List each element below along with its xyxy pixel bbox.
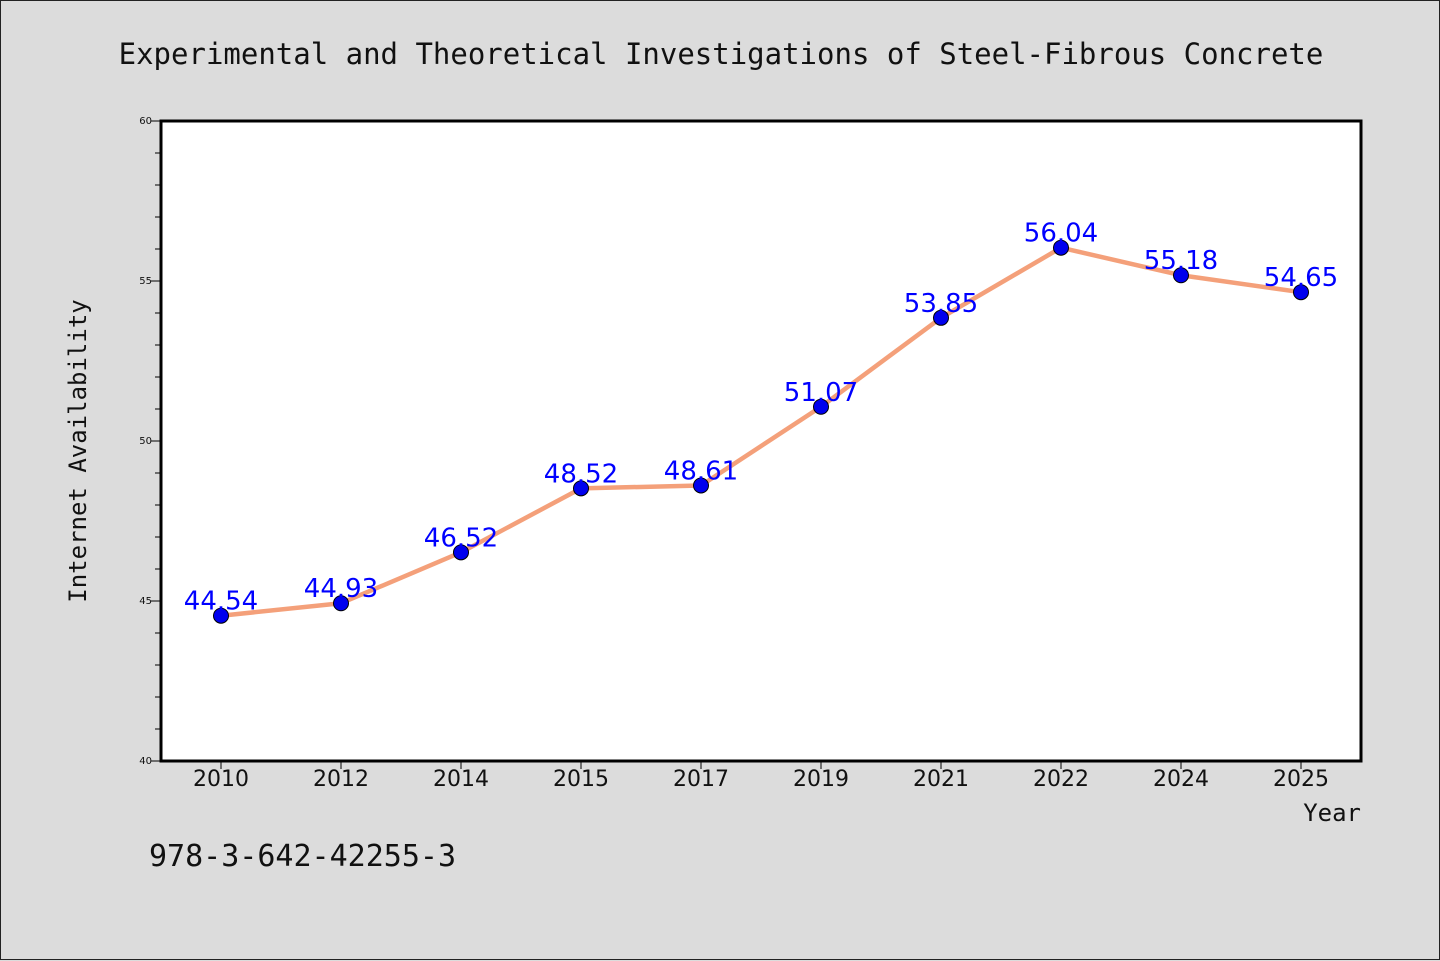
data-point [933, 309, 949, 326]
y-tick-label: 45 [139, 596, 152, 607]
data-label: 55.18 [1144, 246, 1218, 276]
x-axis-label: Year [1303, 799, 1361, 827]
y-axis-ticks: 40 45 50 55 60 [139, 116, 161, 767]
data-label: 46.52 [424, 523, 498, 553]
x-tick-label: 2015 [553, 767, 609, 792]
data-label: 54.65 [1264, 263, 1338, 293]
data-label: 44.93 [304, 574, 378, 604]
x-tick-label: 2021 [913, 767, 969, 792]
data-point [573, 480, 589, 497]
data-point [333, 595, 349, 612]
data-point [1053, 239, 1069, 256]
series-line-group: 44.54 44.93 46.52 48.52 48.61 51.07 53.85 56.04… [184, 219, 1338, 624]
y-tick-label: 50 [139, 436, 152, 447]
x-tick-label: 2019 [793, 767, 849, 792]
y-tick-label: 60 [139, 116, 152, 127]
x-tick-label: 2014 [433, 767, 489, 792]
x-tick-label: 2012 [313, 767, 369, 792]
x-tick-label: 2025 [1273, 767, 1329, 792]
data-point [453, 544, 469, 561]
x-tick-label: 2022 [1033, 767, 1089, 792]
data-point [813, 398, 829, 415]
data-point [1173, 267, 1189, 284]
x-axis-ticks: 2010 2012 2014 2015 2017 2019 2021 2022 2024 2025 [193, 761, 1329, 792]
x-tick-label: 2017 [673, 767, 729, 792]
data-label: 48.61 [664, 456, 738, 486]
y-axis-label: Internet Availability [64, 299, 92, 602]
y-tick-label: 40 [139, 756, 152, 767]
data-label: 53.85 [904, 289, 978, 319]
plot-border [159, 119, 1363, 763]
y-tick-label: 55 [139, 276, 152, 287]
plot-area [161, 121, 1361, 761]
data-label: 44.54 [184, 587, 258, 617]
x-tick-label: 2010 [193, 767, 249, 792]
data-point [693, 477, 709, 494]
data-point [213, 607, 229, 624]
series-line [220, 245, 1302, 618]
data-label: 51.07 [784, 378, 858, 408]
x-tick-label: 2024 [1153, 767, 1209, 792]
chart-title: Experimental and Theoretical Investigati… [119, 37, 1324, 71]
isbn-text: 978-3-642-42255-3 [149, 839, 456, 874]
data-label: 56.04 [1024, 219, 1098, 249]
data-point [1293, 284, 1309, 301]
data-label: 48.52 [544, 459, 618, 489]
